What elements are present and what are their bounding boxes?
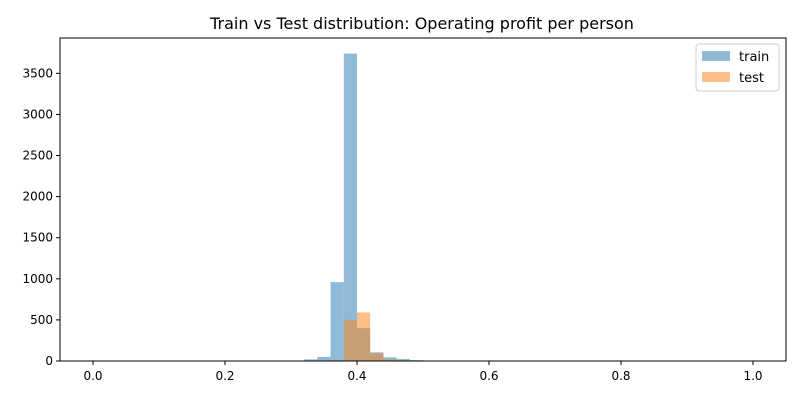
- legend-swatch-test: [702, 72, 730, 82]
- x-tick-label-2: 0.4: [347, 369, 366, 383]
- y-tick-label-2: 1000: [22, 272, 53, 286]
- axes-layer: 0.0 0.2 0.4 0.6 0.8 1.0 0 500 1000 1500 2000 2500 30…: [22, 37, 787, 383]
- train-bar-3: [343, 53, 357, 361]
- x-tick-label-5: 1.0: [743, 369, 762, 383]
- y-tick-label-3: 1500: [22, 231, 53, 245]
- legend-label-train: train: [739, 50, 769, 65]
- train-bar-2: [330, 282, 344, 361]
- legend: train test: [695, 43, 780, 92]
- y-tick-label-1: 500: [30, 313, 53, 327]
- y-tick-label-6: 3000: [22, 107, 53, 121]
- test-bar-2: [357, 312, 371, 361]
- train-bar-7: [396, 358, 410, 361]
- x-tick-label-3: 0.6: [479, 369, 498, 383]
- legend-swatch-train: [702, 51, 730, 61]
- train-bar-6: [383, 357, 397, 361]
- x-tick-label-0: 0.0: [83, 369, 102, 383]
- x-tick-label-1: 0.2: [215, 369, 234, 383]
- bars-layer: [304, 53, 437, 361]
- y-tick-label-7: 3500: [22, 66, 53, 80]
- legend-label-test: test: [739, 71, 764, 86]
- y-tick-label-0: 0: [45, 354, 53, 368]
- train-bar-0: [304, 359, 318, 361]
- y-tick-label-4: 2000: [22, 190, 53, 204]
- y-tick-label-5: 2500: [22, 149, 53, 163]
- chart-title: Train vs Test distribution: Operating pr…: [209, 14, 634, 33]
- plot-frame: [59, 37, 787, 362]
- x-tick-label-4: 0.8: [611, 369, 630, 383]
- train-bar-1: [317, 356, 331, 361]
- test-bar-3: [370, 353, 384, 361]
- test-bar-1: [343, 319, 357, 361]
- test-bar-4: [383, 359, 397, 361]
